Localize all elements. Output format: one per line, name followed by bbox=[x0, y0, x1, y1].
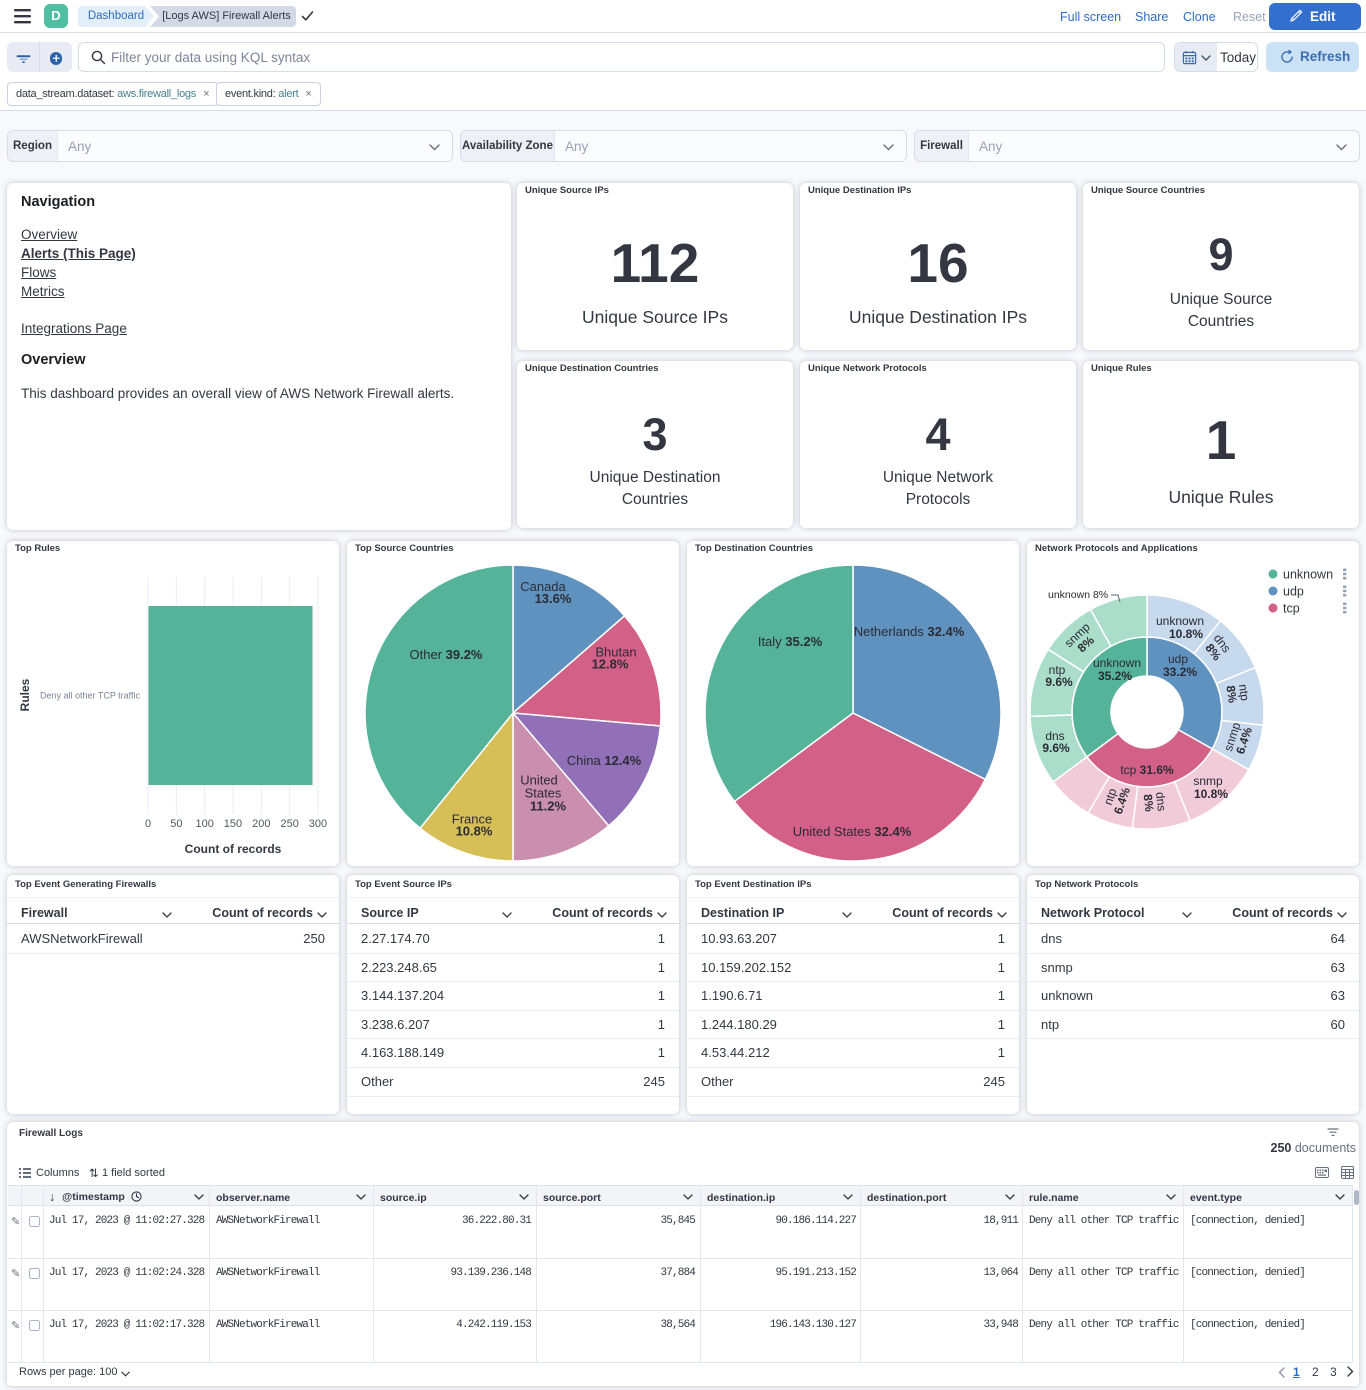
svg-text:100: 100 bbox=[195, 818, 213, 830]
svg-text:unknown: unknown bbox=[1093, 656, 1141, 670]
svg-text:tcp 31.6%: tcp 31.6% bbox=[1120, 763, 1174, 777]
svg-text:Deny all other TCP traffic: Deny all other TCP traffic bbox=[40, 691, 141, 701]
svg-text:Netherlands 32.4%: Netherlands 32.4% bbox=[854, 624, 965, 639]
svg-text:China 12.4%: China 12.4% bbox=[567, 753, 642, 768]
svg-text:ntp: ntp bbox=[1049, 663, 1066, 677]
svg-text:150: 150 bbox=[224, 818, 242, 830]
svg-text:50: 50 bbox=[170, 818, 182, 830]
svg-text:States: States bbox=[525, 786, 562, 801]
svg-text:United States 32.4%: United States 32.4% bbox=[793, 824, 912, 839]
svg-text:Rules: Rules bbox=[18, 678, 32, 711]
svg-text:unknown 8%: unknown 8% bbox=[1048, 589, 1108, 601]
svg-text:200: 200 bbox=[252, 818, 270, 830]
svg-text:ntp8%: ntp8% bbox=[1223, 683, 1252, 704]
svg-text:10.8%: 10.8% bbox=[1194, 787, 1228, 801]
svg-text:12.8%: 12.8% bbox=[592, 657, 629, 672]
svg-text:udp: udp bbox=[1283, 585, 1304, 599]
svg-text:9.6%: 9.6% bbox=[1045, 675, 1073, 689]
svg-text:Other 39.2%: Other 39.2% bbox=[410, 647, 483, 662]
svg-text:11.2%: 11.2% bbox=[530, 799, 567, 814]
svg-text:300: 300 bbox=[309, 818, 327, 830]
svg-text:250: 250 bbox=[280, 818, 298, 830]
svg-text:13.6%: 13.6% bbox=[535, 591, 572, 606]
svg-text:Count of records: Count of records bbox=[185, 842, 282, 856]
svg-text:dns8%: dns8% bbox=[1141, 791, 1169, 813]
svg-text:United: United bbox=[520, 773, 558, 788]
svg-text:10.8%: 10.8% bbox=[456, 824, 493, 839]
svg-text:snmp: snmp bbox=[1193, 774, 1223, 788]
svg-text:dns: dns bbox=[1045, 729, 1064, 743]
svg-text:Bhutan: Bhutan bbox=[595, 645, 636, 660]
svg-text:9.6%: 9.6% bbox=[1042, 741, 1070, 755]
svg-text:0: 0 bbox=[145, 818, 151, 830]
svg-text:France: France bbox=[452, 812, 492, 827]
svg-text:35.2%: 35.2% bbox=[1098, 669, 1132, 683]
svg-text:tcp: tcp bbox=[1283, 602, 1300, 616]
svg-text:unknown: unknown bbox=[1156, 614, 1204, 628]
svg-text:33.2%: 33.2% bbox=[1163, 665, 1197, 679]
svg-text:unknown: unknown bbox=[1283, 568, 1333, 582]
svg-text:10.8%: 10.8% bbox=[1169, 627, 1203, 641]
svg-text:Canada: Canada bbox=[520, 579, 566, 594]
svg-text:Italy 35.2%: Italy 35.2% bbox=[758, 634, 823, 649]
svg-text:udp: udp bbox=[1168, 652, 1188, 666]
